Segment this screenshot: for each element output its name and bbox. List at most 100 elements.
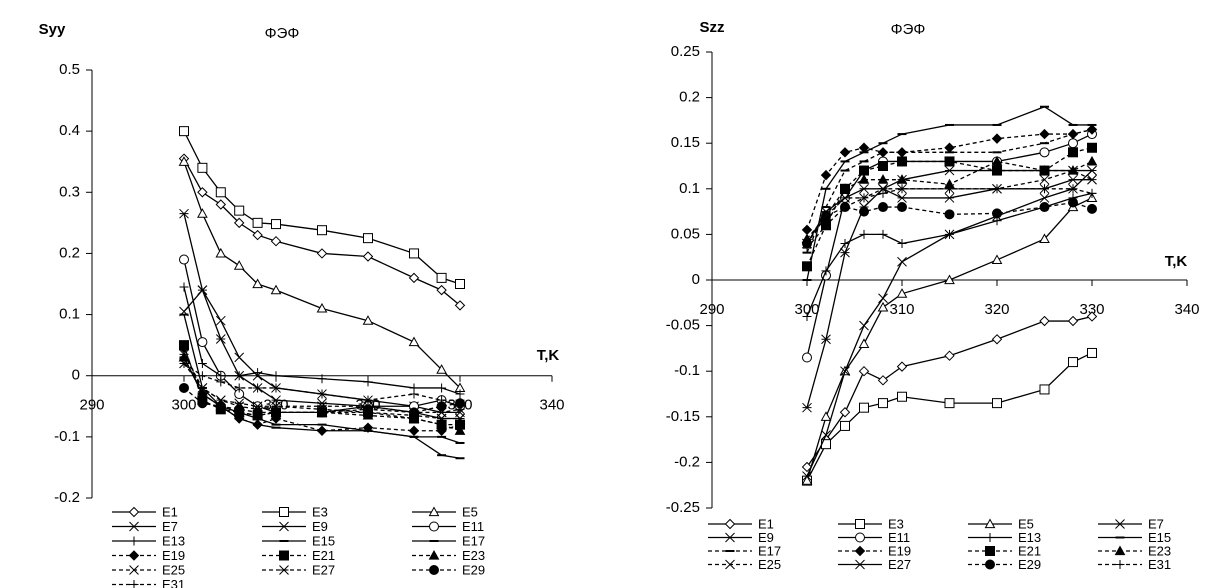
marker — [455, 413, 465, 424]
marker — [455, 279, 465, 289]
marker — [215, 315, 226, 326]
series-line — [183, 347, 461, 432]
legend-label: E21 — [1018, 543, 1041, 558]
legend-label: E25 — [758, 557, 781, 572]
legend-label: E7 — [162, 519, 178, 534]
marker — [252, 419, 263, 430]
marker — [877, 147, 889, 158]
y-tick-label: -0.05 — [666, 317, 700, 334]
marker — [840, 420, 850, 431]
y-tick-label: 0.15 — [671, 134, 700, 151]
marker — [944, 274, 955, 285]
marker — [878, 183, 888, 194]
legend-label: E17 — [758, 543, 781, 558]
marker — [215, 247, 227, 258]
marker — [802, 352, 812, 363]
marker — [316, 425, 328, 436]
marker — [363, 395, 373, 405]
marker — [279, 521, 289, 532]
marker — [896, 361, 908, 372]
marker — [877, 301, 889, 312]
marker — [820, 411, 832, 421]
legend-label: E19 — [888, 543, 911, 558]
marker — [839, 407, 851, 418]
marker — [854, 545, 866, 557]
y-tick-label: 0.2 — [59, 244, 80, 261]
marker — [271, 371, 281, 381]
marker — [1039, 202, 1050, 213]
marker — [840, 247, 850, 258]
marker — [270, 284, 282, 295]
legend-label: E9 — [312, 519, 328, 534]
marker — [409, 389, 419, 399]
marker — [897, 391, 907, 402]
marker — [984, 518, 996, 529]
marker — [725, 559, 735, 570]
marker — [1039, 315, 1050, 327]
legend-label: E25 — [162, 562, 185, 577]
marker — [271, 383, 281, 393]
x-tick-label: 300 — [171, 397, 196, 414]
marker — [897, 256, 907, 267]
marker — [878, 202, 888, 213]
marker — [454, 300, 466, 311]
marker — [1039, 147, 1050, 158]
marker — [1068, 174, 1078, 185]
marker — [945, 184, 954, 194]
legend-label: E9 — [758, 530, 774, 545]
marker — [454, 425, 466, 435]
marker — [197, 371, 207, 381]
marker — [197, 208, 208, 218]
x-tick-label: 310 — [889, 301, 914, 318]
marker — [944, 350, 955, 361]
marker — [215, 199, 227, 210]
marker — [197, 187, 208, 198]
marker — [1068, 197, 1078, 208]
marker — [839, 147, 851, 158]
legend-label: E21 — [312, 548, 335, 563]
series-line — [806, 169, 1093, 244]
series-line — [806, 147, 1093, 267]
y-tick-label: 0.25 — [671, 43, 700, 60]
marker — [944, 193, 955, 203]
marker — [233, 217, 245, 229]
marker — [197, 285, 208, 295]
marker — [802, 261, 812, 272]
marker — [129, 580, 139, 588]
legend-label: E15 — [1148, 530, 1171, 545]
marker — [991, 334, 1003, 345]
marker — [409, 407, 419, 418]
marker — [1068, 147, 1078, 158]
y-tick-label: 0.1 — [679, 180, 700, 197]
marker — [437, 395, 447, 405]
series-line — [183, 130, 461, 285]
x-axis-label: T,K — [537, 347, 560, 364]
marker — [896, 147, 908, 158]
marker — [878, 229, 888, 239]
series-line — [183, 363, 460, 420]
marker — [363, 404, 373, 415]
legend-label: E23 — [462, 548, 485, 563]
x-tick-label: 320 — [984, 301, 1009, 318]
legend-label: E11 — [888, 530, 910, 545]
marker — [1086, 155, 1098, 166]
marker — [252, 278, 263, 289]
marker — [859, 320, 869, 331]
x-tick-label: 330 — [1079, 301, 1104, 318]
marker — [992, 184, 1002, 194]
marker — [428, 506, 440, 517]
y-tick-label: 0.2 — [679, 89, 700, 106]
marker — [985, 559, 995, 570]
legend-label: E27 — [312, 562, 335, 577]
y-tick-label: -0.1 — [54, 428, 80, 445]
marker — [840, 193, 850, 203]
marker — [802, 402, 812, 413]
y-tick-label: 0.5 — [59, 61, 80, 78]
marker — [1068, 357, 1078, 368]
marker — [859, 402, 869, 413]
y-tick-label: 0 — [72, 367, 80, 384]
marker — [896, 174, 908, 184]
marker — [429, 521, 439, 532]
marker — [197, 388, 208, 399]
marker — [985, 533, 995, 542]
